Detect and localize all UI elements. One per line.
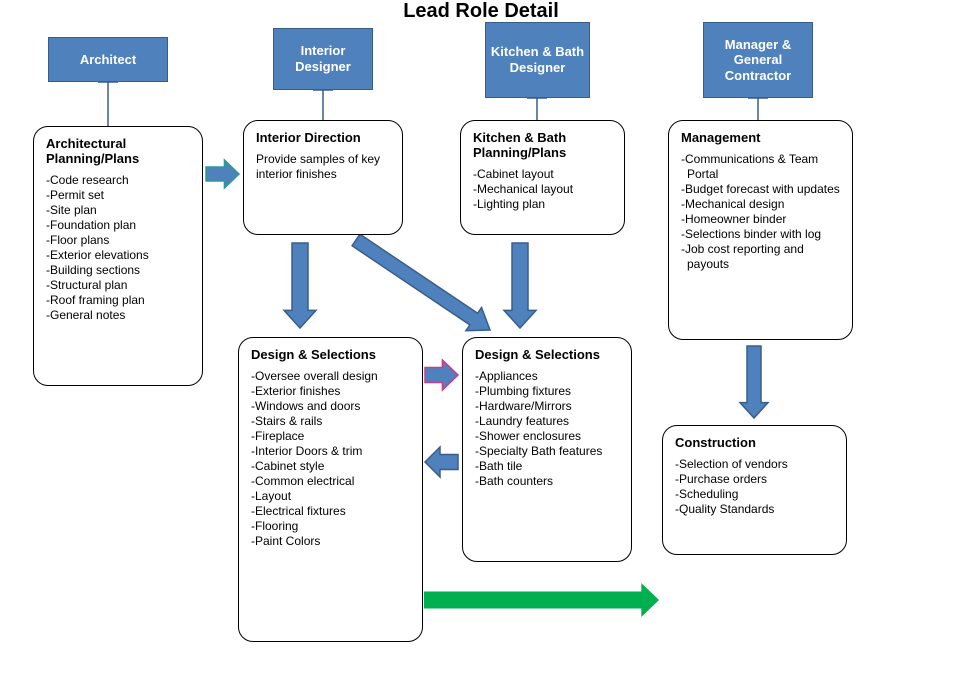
box-design-sel-1: Design & Selections -Oversee overall desi… <box>238 337 423 642</box>
box-item: -Exterior elevations <box>46 248 190 263</box>
box-title: Architectural Planning/Plans <box>46 137 190 167</box>
box-item: -General notes <box>46 308 190 323</box>
box-title: Design & Selections <box>251 348 410 363</box>
box-item: -Selections binder with log <box>681 227 840 242</box>
box-title: Interior Direction <box>256 131 390 146</box>
box-item: -Purchase orders <box>675 472 834 487</box>
box-desc: Provide samples of key interior finishes <box>256 152 390 182</box>
box-item: -Electrical fixtures <box>251 504 410 519</box>
box-item: -Stairs & rails <box>251 414 410 429</box>
box-item: -Cabinet layout <box>473 167 612 182</box>
role-interior: Interior Designer <box>273 28 373 90</box>
box-item: -Layout <box>251 489 410 504</box>
box-item: -Appliances <box>475 369 619 384</box>
box-item: -Shower enclosures <box>475 429 619 444</box>
box-title: Kitchen & Bath Planning/Plans <box>473 131 612 161</box>
box-item: -Permit set <box>46 188 190 203</box>
box-item: -Plumbing fixtures <box>475 384 619 399</box>
box-item: -Communications & Team Portal <box>681 152 840 182</box>
box-item: -Bath counters <box>475 474 619 489</box>
box-item: -Paint Colors <box>251 534 410 549</box>
box-item: -Hardware/Mirrors <box>475 399 619 414</box>
box-design-sel-2: Design & Selections -Appliances-Plumbing … <box>462 337 632 562</box>
box-management: Management-Communications & Team Portal-… <box>668 120 853 340</box>
box-item: -Homeowner binder <box>681 212 840 227</box>
box-item: -Lighting plan <box>473 197 612 212</box>
box-item: -Mechanical layout <box>473 182 612 197</box>
box-interior-dir: Interior Direction Provide samples of key… <box>243 120 403 235</box>
box-item: -Budget forecast with updates <box>681 182 840 197</box>
box-item: -Roof framing plan <box>46 293 190 308</box>
page-title: Lead Role Detail <box>381 0 581 23</box>
box-item: -Structural plan <box>46 278 190 293</box>
box-item: -Oversee overall design <box>251 369 410 384</box>
box-arch-plans: Architectural Planning/Plans -Code resear… <box>33 126 203 386</box>
box-title: Design & Selections <box>475 348 619 363</box>
box-item: -Building sections <box>46 263 190 278</box>
box-item: -Laundry features <box>475 414 619 429</box>
box-item: -Flooring <box>251 519 410 534</box>
box-item: -Job cost reporting and payouts <box>681 242 840 272</box>
box-item: -Cabinet style <box>251 459 410 474</box>
box-item: -Quality Standards <box>675 502 834 517</box>
box-item: -Common electrical <box>251 474 410 489</box>
box-item: -Bath tile <box>475 459 619 474</box>
box-item: -Exterior finishes <box>251 384 410 399</box>
box-construction: Construction -Selection of vendors-Purcha… <box>662 425 847 555</box>
role-kitchen: Kitchen & Bath Designer <box>485 22 590 98</box>
box-kb-plans: Kitchen & Bath Planning/Plans -Cabinet la… <box>460 120 625 235</box>
box-title: Management <box>681 131 840 146</box>
box-item: -Selection of vendors <box>675 457 834 472</box>
box-item: -Mechanical design <box>681 197 840 212</box>
box-item: -Windows and doors <box>251 399 410 414</box>
box-item: -Foundation plan <box>46 218 190 233</box>
box-item: -Scheduling <box>675 487 834 502</box>
box-item: -Fireplace <box>251 429 410 444</box>
role-architect: Architect <box>48 37 168 82</box>
box-item: -Site plan <box>46 203 190 218</box>
box-title: Construction <box>675 436 834 451</box>
box-item: -Code research <box>46 173 190 188</box>
box-item: -Specialty Bath features <box>475 444 619 459</box>
box-item: -Interior Doors & trim <box>251 444 410 459</box>
role-manager: Manager & General Contractor <box>703 22 813 98</box>
box-item: -Floor plans <box>46 233 190 248</box>
